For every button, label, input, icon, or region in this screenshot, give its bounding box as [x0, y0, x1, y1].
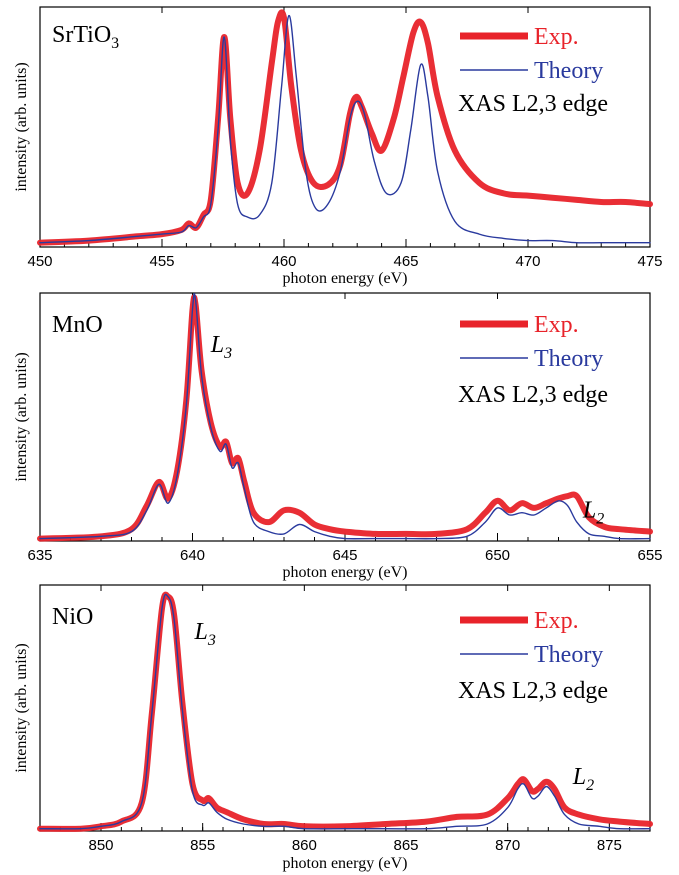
peak-label: L3 [194, 619, 216, 649]
legend-label-exp: Exp. [534, 312, 579, 338]
legend-label-exp: Exp. [534, 24, 579, 50]
x-tick-label: 475 [637, 253, 662, 270]
legend-note: XAS L2,3 edge [458, 678, 608, 704]
legend-label-exp: Exp. [534, 608, 579, 634]
x-tick-label: 655 [637, 547, 662, 564]
series-line-exp [37, 9, 653, 246]
series-line-theory [39, 292, 651, 540]
x-tick-label: 865 [393, 837, 418, 854]
x-tick-label: 450 [27, 253, 52, 270]
x-tick-label: 470 [515, 253, 540, 270]
x-tick-label: 650 [485, 547, 510, 564]
legend: Exp. Theory XAS L2,3 edge [458, 608, 608, 704]
peak-label: L2 [572, 764, 594, 794]
x-tick-label: 855 [190, 837, 215, 854]
legend: Exp. Theory XAS L2,3 edge [458, 312, 608, 408]
peak-annotations: L3 L2 [210, 332, 604, 527]
x-ticks: 450 455 460 465 470 475 [27, 7, 663, 270]
y-axis-label: intensity (arb. units) [13, 352, 30, 481]
panel-title: SrTiO3 [52, 22, 119, 52]
peak-annotations: L3 L2 [194, 619, 595, 794]
series-line-theory [39, 593, 651, 830]
x-tick-label: 870 [495, 837, 520, 854]
panel-srtio3: 450 455 460 465 470 475 SrTiO3 photon energy … [13, 6, 663, 287]
panel-nio: 850 855 860 865 870 875 NiO photon energy (eV… [13, 584, 653, 872]
x-tick-label: 635 [27, 547, 52, 564]
x-tick-label: 465 [393, 253, 418, 270]
x-tick-label: 640 [180, 547, 205, 564]
legend: Exp. Theory XAS L2,3 edge [458, 24, 608, 117]
legend-note: XAS L2,3 edge [458, 382, 608, 408]
panel-title: NiO [52, 604, 93, 630]
peak-label: L2 [582, 497, 604, 527]
y-axis-label: intensity (arb. units) [13, 62, 30, 191]
panel-mno: 635 640 645 650 655 MnO photon energy (eV) i… [13, 292, 663, 581]
peak-label: L3 [210, 332, 232, 362]
x-tick-label: 460 [271, 253, 296, 270]
x-axis-label: photon energy (eV) [283, 855, 408, 872]
panel-title-subscript: 3 [111, 35, 119, 52]
x-ticks: 850 855 860 865 870 875 [39, 585, 651, 854]
x-tick-label: 850 [88, 837, 113, 854]
legend-label-theory: Theory [534, 58, 603, 84]
legend-label-theory: Theory [534, 346, 603, 372]
panel-title-text: SrTiO [52, 22, 111, 48]
x-tick-label: 455 [149, 253, 174, 270]
x-tick-label: 875 [597, 837, 622, 854]
series-line-theory [39, 14, 651, 244]
plot-frame [39, 6, 651, 248]
x-tick-label: 645 [332, 547, 357, 564]
legend-note: XAS L2,3 edge [458, 91, 608, 117]
x-tick-label: 860 [292, 837, 317, 854]
legend-label-theory: Theory [534, 642, 603, 668]
y-axis-label: intensity (arb. units) [13, 643, 30, 772]
x-axis-label: photon energy (eV) [283, 564, 408, 581]
x-axis-label: photon energy (eV) [283, 270, 408, 287]
panel-title: MnO [52, 312, 103, 338]
